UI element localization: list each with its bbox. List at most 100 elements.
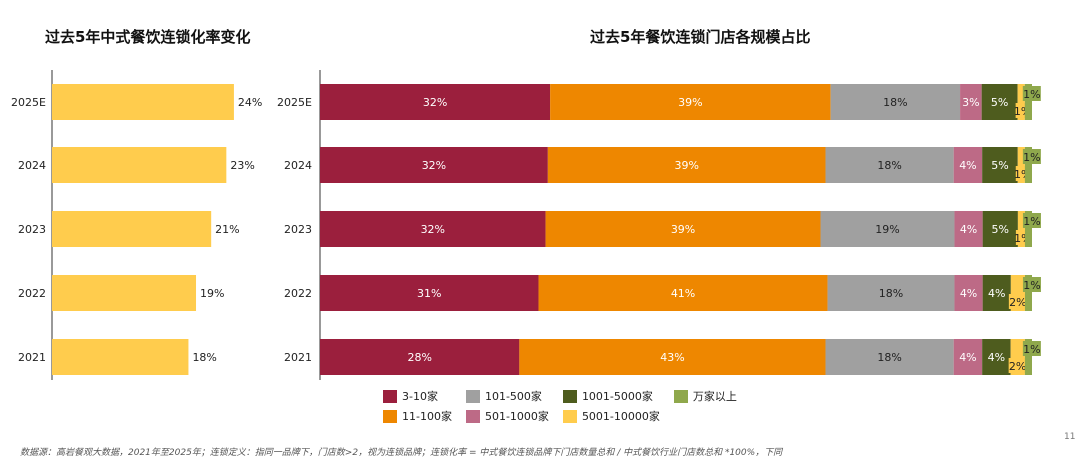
stack-segment [825,339,954,375]
legend-swatch [465,409,480,423]
left-data-label: 24% [238,96,262,109]
segment-label: 32% [421,223,445,236]
stack-segment [954,275,983,311]
stack-segment [1017,211,1025,247]
segment-label: 1% [1023,279,1040,292]
right-category-label: 2022 [284,287,312,300]
segment-label: 4% [960,223,977,236]
stack-segment [1017,147,1025,183]
right-category-label: 2024 [284,159,312,172]
segment-label: 2% [1009,360,1026,373]
segment-label: 18% [877,159,901,172]
right-category-label: 2025E [277,96,312,109]
segment-label: 4% [988,287,1005,300]
legend-label: 万家以上 [692,390,737,403]
segment-label: 43% [660,351,684,364]
stack-segment [982,211,1018,247]
stack-segment [1024,275,1032,311]
small-label-box [1022,277,1041,292]
stack-segment [825,147,954,183]
left-bar [52,84,234,120]
segment-label: 39% [678,96,702,109]
stack-segment [547,147,826,183]
stack-segment [538,275,828,311]
left-data-label: 21% [215,223,239,236]
stack-segment [550,84,831,120]
stack-segment [953,147,983,183]
stack-segment [545,211,821,247]
small-label-box [1022,341,1041,356]
legend-item: 1001-5000家 [562,388,660,404]
stack-segment [1024,84,1032,120]
left-bar [52,339,189,375]
stack-segment [820,211,955,247]
stack-segment [982,339,1011,375]
stack-segment [1024,147,1032,183]
right-chart-title: 过去5年餐饮连锁门店各规模占比 [590,28,811,46]
segment-label: 4% [988,351,1005,364]
left-data-label: 18% [192,351,216,364]
stack-segment [981,84,1018,120]
small-label-box [1022,213,1041,228]
small-label-box [1022,86,1041,101]
legend-swatch [383,409,397,423]
segment-label: 5% [992,223,1009,236]
left-data-label: 19% [200,287,224,300]
small-label-box [1008,294,1027,309]
legend-item: 11-100家 [383,408,452,424]
legend-swatch [383,389,397,403]
segment-label: 1% [1023,215,1040,228]
segment-label: 18% [883,96,907,109]
small-label-box [1022,149,1041,164]
segment-label: 28% [407,351,431,364]
legend-label: 501-1000家 [484,410,549,423]
footnote: 数据源：高岩餐观大数据，2021年至2025年；连锁定义：指同一品牌下，门店数>… [20,448,783,458]
legend-label: 11-100家 [402,410,452,423]
stack-segment [827,275,955,311]
segment-label: 5% [991,159,1008,172]
segment-label: 3% [962,96,979,109]
stack-segment [1024,211,1032,247]
stack-segment [320,84,551,120]
left-category-label: 2021 [18,351,46,364]
segment-label: 19% [875,223,899,236]
legend-swatch [562,389,577,403]
left-category-label: 2022 [18,287,46,300]
stack-segment [830,84,961,120]
segment-label: 39% [671,223,695,236]
stack-segment [1024,339,1032,375]
left-bar [52,275,197,311]
segment-label: 1% [1023,151,1040,164]
segment-label: 18% [877,351,901,364]
legend-label: 3-10家 [402,390,438,403]
legend-label: 1001-5000家 [581,390,653,403]
segment-label: 4% [960,287,977,300]
legend-swatch [465,389,480,403]
stack-segment [320,339,520,375]
legend-label: 101-500家 [484,390,542,403]
stack-segment [320,275,539,311]
stack-segment [982,147,1018,183]
legend-swatch [673,389,688,403]
segment-label: 18% [879,287,903,300]
left-bar [52,211,212,247]
stack-segment [960,84,982,120]
segment-label: 5% [991,96,1008,109]
stack-segment [1017,84,1025,120]
stack-segment [954,211,983,247]
stack-segment [953,339,983,375]
stack-segment [320,147,548,183]
segment-label: 41% [671,287,695,300]
legend-item: 万家以上 [673,388,737,404]
segment-label: 32% [422,159,446,172]
legend-item: 3-10家 [383,388,452,404]
left-chart-title: 过去5年中式餐饮连锁化率变化 [45,28,251,46]
legend-label: 5001-10000家 [581,410,660,423]
legend-item: 101-500家 [465,388,549,404]
legend-item: 5001-10000家 [562,408,660,424]
legend-swatch [562,409,577,423]
stack-segment [320,211,546,247]
segment-label: 1% [1023,343,1040,356]
segment-label: 32% [423,96,447,109]
